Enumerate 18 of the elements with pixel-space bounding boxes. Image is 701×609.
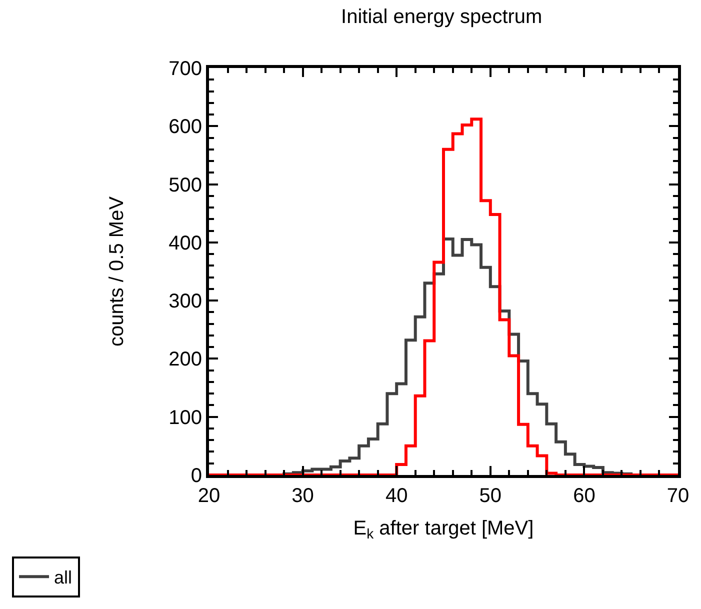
x-tick-label: 40 bbox=[385, 485, 408, 507]
y-tick-label: 300 bbox=[168, 290, 202, 313]
chart-title: Initial energy spectrum bbox=[341, 6, 542, 28]
y-tick-label: 400 bbox=[168, 232, 202, 254]
x-tick-label: 20 bbox=[198, 485, 220, 507]
y-tick-label: 0 bbox=[190, 465, 202, 487]
y-tick-label: 500 bbox=[168, 174, 202, 196]
y-tick-label: 200 bbox=[168, 348, 202, 371]
y-tick-label: 700 bbox=[168, 58, 202, 80]
legend-label: all bbox=[54, 568, 72, 588]
y-axis-title: counts / 0.5 MeV bbox=[106, 196, 128, 347]
x-tick-label: 70 bbox=[666, 485, 690, 507]
y-tick-label: 600 bbox=[168, 116, 202, 138]
x-tick-label: 60 bbox=[573, 485, 596, 507]
x-axis-title: E$_{k}$ after target [MeV] bbox=[353, 518, 534, 542]
x-tick-label: 30 bbox=[292, 485, 314, 507]
x-tick-label: 50 bbox=[479, 485, 502, 507]
y-tick-label: 100 bbox=[168, 406, 202, 429]
